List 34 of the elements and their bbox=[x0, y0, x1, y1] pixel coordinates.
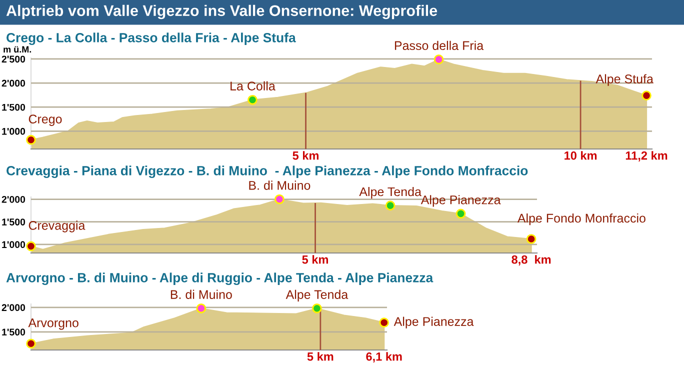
y-tick-label: 2'000 bbox=[2, 304, 26, 312]
y-tick-label: 2'000 bbox=[2, 80, 26, 87]
x-tick-label: 10 km bbox=[564, 151, 597, 160]
x-tick-label: 5 km bbox=[307, 352, 334, 361]
annotation: Passo della Fria bbox=[394, 40, 484, 50]
x-tick-label: 5 km bbox=[292, 151, 318, 160]
chart-title: Crevaggia - Piana di Vigezzo - B. di Muino - Alpe Pianezza - Alpe Fondo Monfraccio bbox=[6, 166, 528, 178]
y-axis-title: m ü.M. bbox=[4, 46, 32, 53]
y-tick-label: 2'000 bbox=[2, 196, 26, 203]
annotation: Arvorgno bbox=[28, 318, 78, 330]
annotation: Crevaggia bbox=[28, 220, 86, 232]
y-tick-label: 1'500 bbox=[2, 328, 26, 336]
x-tick-label: 8,8 km bbox=[512, 255, 551, 266]
annotation: Alpe Pianezza bbox=[420, 195, 501, 207]
annotation: La Colla bbox=[230, 81, 276, 90]
annotation: Alpe Tenda bbox=[359, 186, 422, 199]
y-tick-label: 1'000 bbox=[2, 241, 26, 248]
x-tick-label: 11,2 km bbox=[626, 151, 668, 162]
y-tick-label: 1'000 bbox=[2, 128, 26, 135]
y-tick-label: 1'500 bbox=[2, 104, 26, 111]
chart-title: Arvorgno - B. di Muino - Alpe di Ruggio - Alpe Tenda - Alpe Pianezza bbox=[6, 272, 434, 285]
x-tick-label: 5 km bbox=[302, 255, 328, 264]
chart-title: Alptrieb vom Valle Vigezzo ins Valle Onsernone: Wegprofile bbox=[6, 4, 438, 20]
annotation: B. di Muino bbox=[170, 290, 232, 299]
annotation: Alpe Pianezza bbox=[394, 316, 474, 328]
annotation: Alpe Fondo Monfraccio bbox=[517, 213, 646, 226]
annotation: B. di Muino bbox=[249, 180, 310, 190]
chart-subtitle: Crego - La Colla - Passo della Fria - Alpe Stufa bbox=[6, 32, 296, 45]
annotation: Crego bbox=[28, 114, 62, 126]
x-tick-label: 6,1 km bbox=[366, 352, 402, 362]
annotation: Alpe Tenda bbox=[286, 290, 348, 302]
annotation: Alpe Stufa bbox=[596, 74, 654, 86]
y-tick-label: 1'500 bbox=[2, 218, 26, 226]
y-tick-label: 2'500 bbox=[2, 56, 26, 63]
